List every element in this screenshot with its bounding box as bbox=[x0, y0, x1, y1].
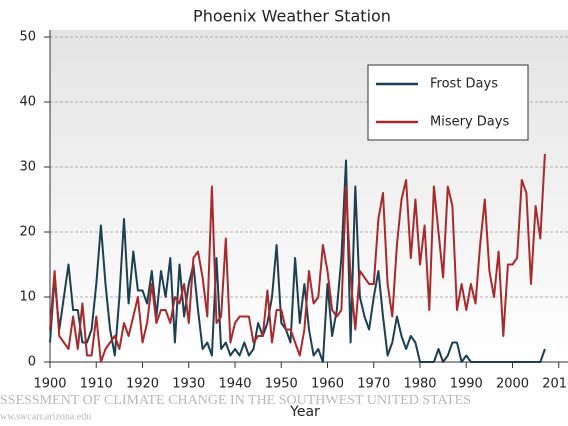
watermark: SSESSMENT OF CLIMATE CHANGE IN THE SOUTH… bbox=[0, 393, 471, 408]
y-tick-label: 10 bbox=[19, 290, 36, 305]
series-line bbox=[49, 153, 546, 363]
x-tick-label: 1900 bbox=[33, 377, 66, 392]
x-tick-label: 1960 bbox=[311, 377, 344, 392]
x-tick-label: 1950 bbox=[265, 377, 298, 392]
x-tick-label: 1920 bbox=[126, 377, 159, 392]
x-tick-label: 1990 bbox=[450, 377, 483, 392]
chart-title: Phoenix Weather Station bbox=[193, 7, 391, 26]
x-tick-label: 1940 bbox=[218, 377, 251, 392]
series-line bbox=[49, 159, 546, 363]
x-tick-label: 2010 bbox=[542, 377, 568, 392]
y-tick-label: 40 bbox=[19, 95, 36, 110]
x-tick-label: 2000 bbox=[496, 377, 529, 392]
x-tick-label: 1910 bbox=[80, 377, 113, 392]
x-tick-label: 1980 bbox=[403, 377, 436, 392]
y-tick-label: 0 bbox=[28, 355, 36, 370]
x-axis-label: Year bbox=[289, 404, 320, 420]
legend-label: Misery Days bbox=[430, 115, 509, 130]
y-tick-label: 20 bbox=[19, 225, 36, 240]
legend-box bbox=[367, 64, 529, 141]
x-tick-label: 1970 bbox=[357, 377, 390, 392]
x-tick-label: 1930 bbox=[172, 377, 205, 392]
y-tick-label: 30 bbox=[19, 160, 36, 175]
legend-label: Frost Days bbox=[430, 77, 498, 92]
watermark-url: ww.swcarr.arizona.edu bbox=[0, 411, 91, 422]
y-tick-label: 50 bbox=[19, 30, 36, 45]
